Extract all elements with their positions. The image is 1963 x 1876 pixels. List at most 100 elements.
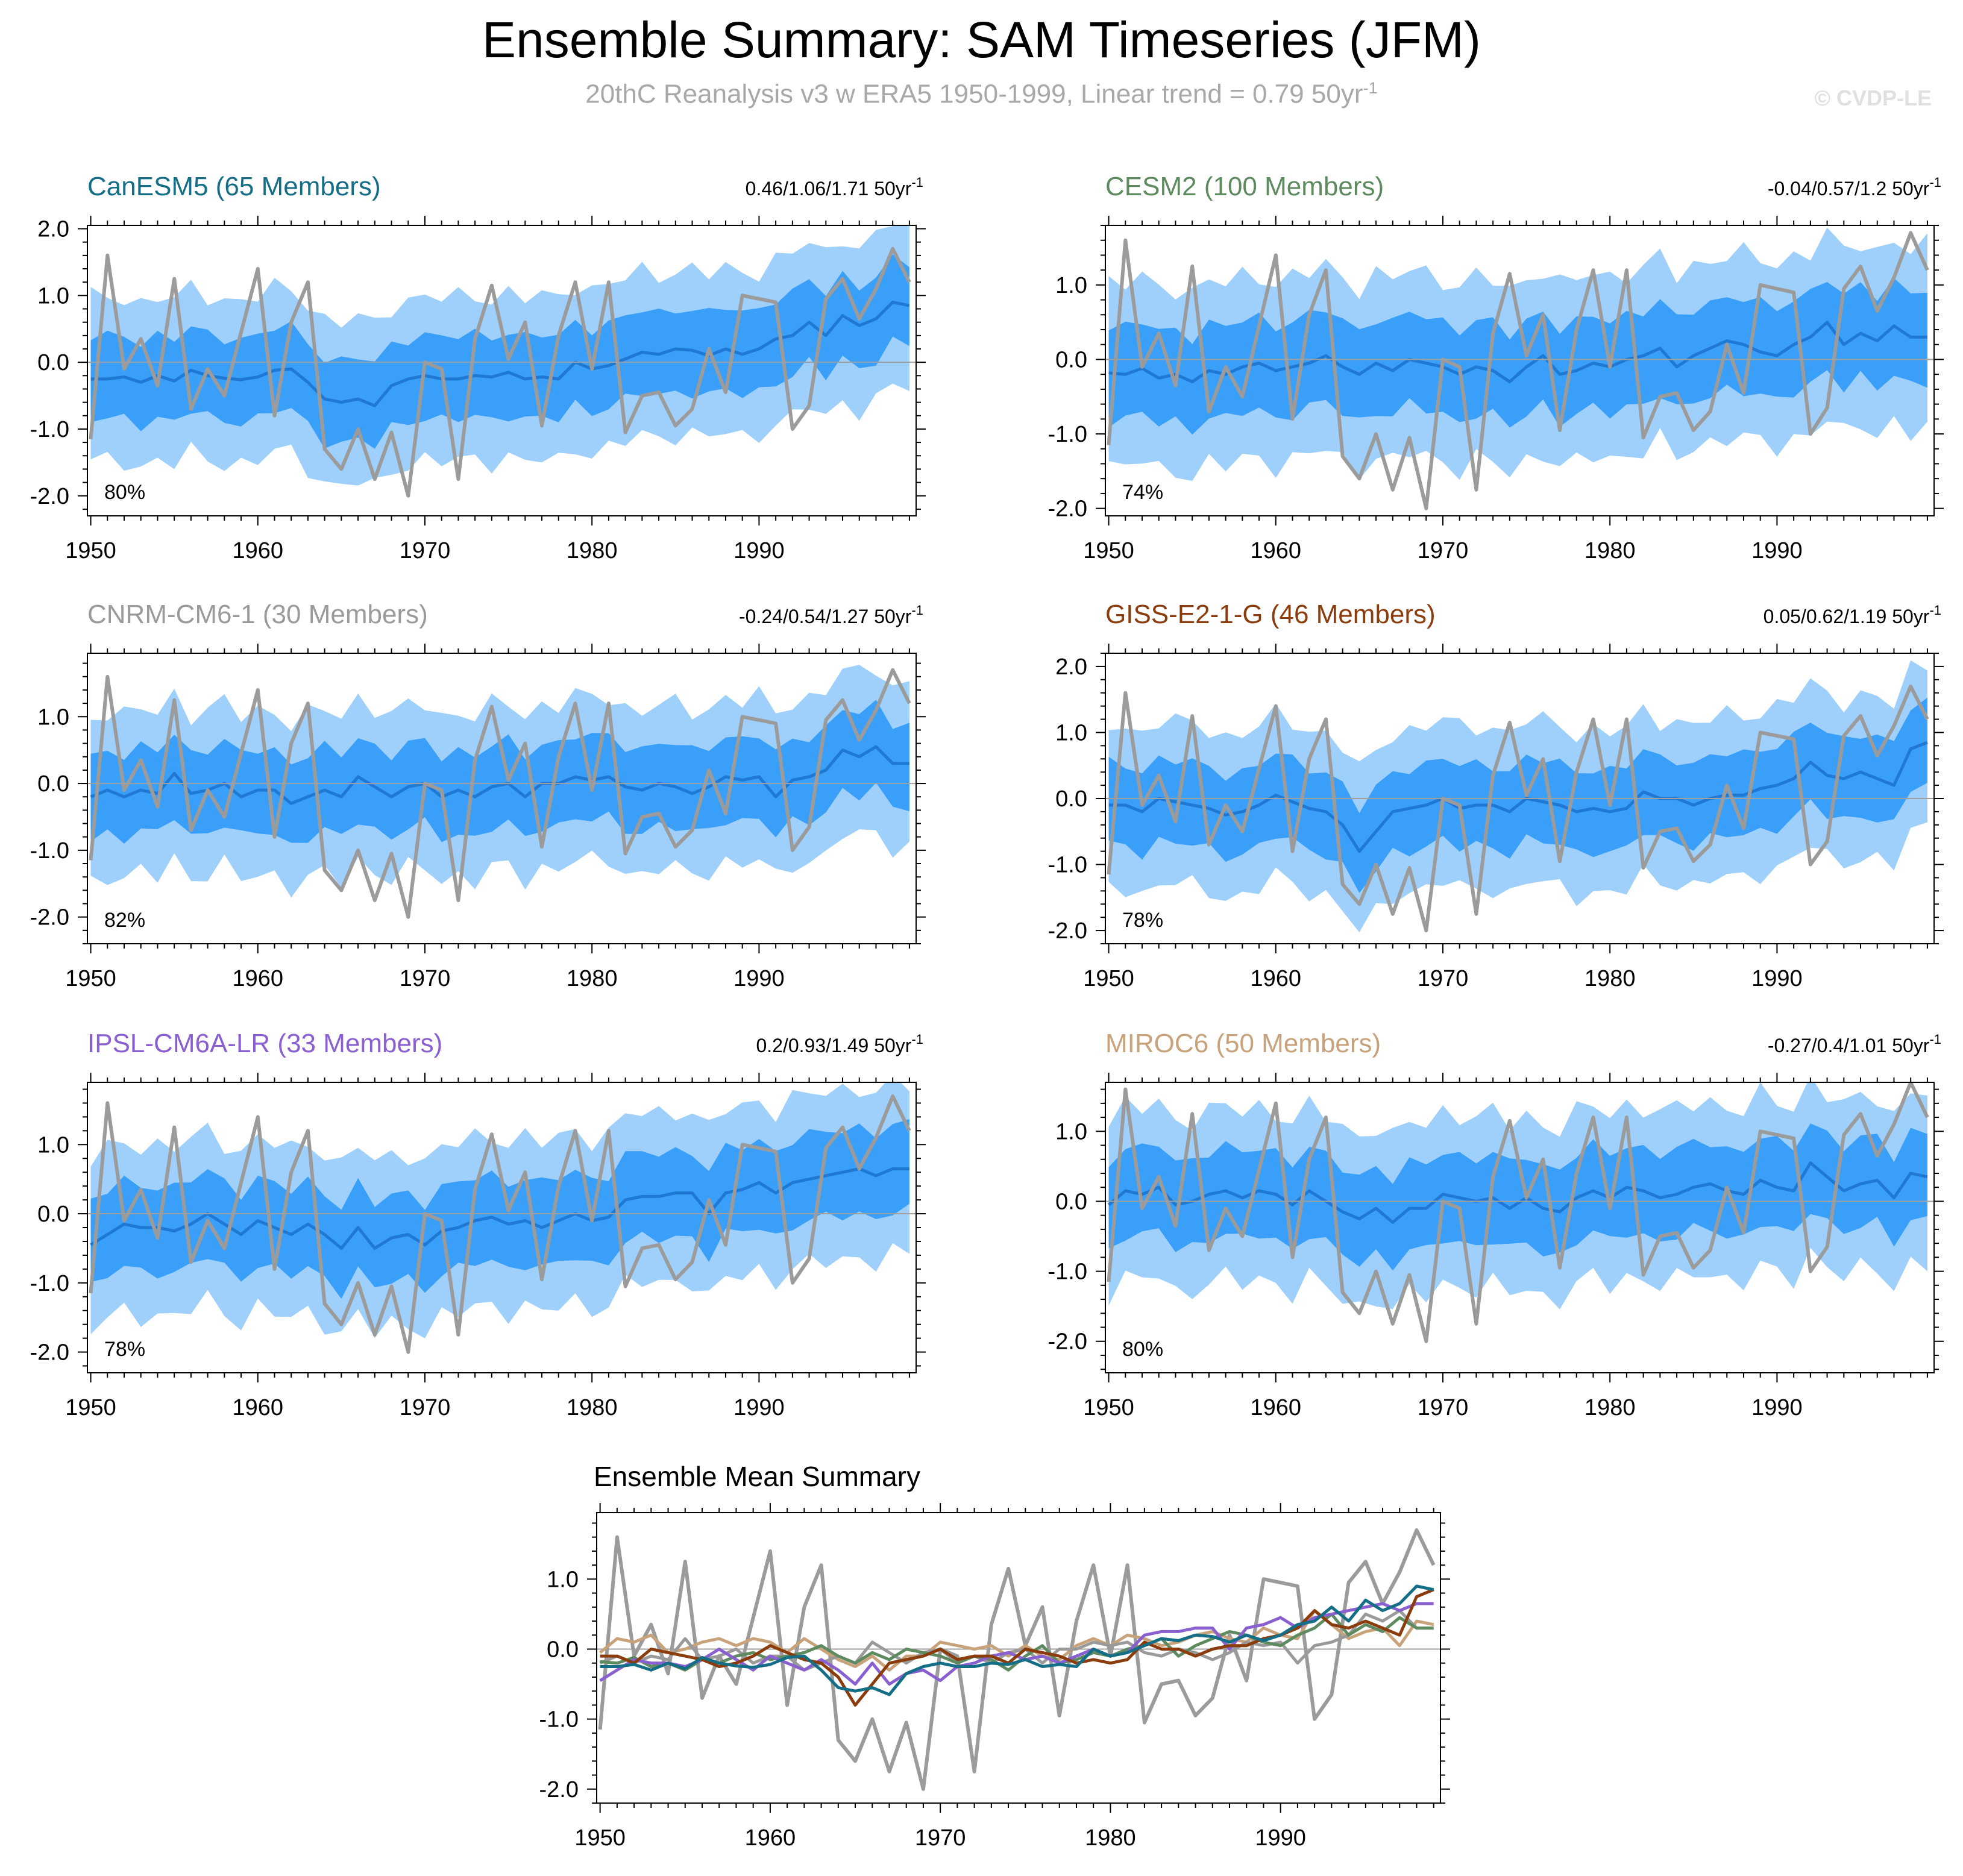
x-tick-label: 1950	[65, 966, 116, 991]
trend-superscript: -1	[1929, 603, 1941, 618]
plot-frame	[596, 1512, 1441, 1804]
x-tick-label: 1960	[1250, 1395, 1301, 1420]
y-tick-label: -2.0	[1048, 497, 1087, 522]
plot-frame	[1105, 1082, 1935, 1373]
plot-area	[89, 1082, 911, 1354]
panel-title: GISS-E2-1-G (46 Members)	[1105, 600, 1436, 629]
plot-frame	[1105, 225, 1935, 516]
y-tick-label: 0.0	[37, 350, 69, 375]
x-tick-label: 1990	[1751, 1395, 1803, 1420]
y-tick-label: -2.0	[539, 1777, 579, 1802]
y-tick-label: -1.0	[30, 1271, 69, 1296]
x-tick-label: 1980	[567, 538, 618, 563]
x-tick-label: 1990	[733, 538, 785, 563]
trend-superscript: -1	[911, 1032, 923, 1047]
x-tick-label: 1960	[1250, 538, 1301, 563]
y-tick-label: -1.0	[539, 1707, 579, 1733]
percent-label: 82%	[104, 909, 145, 932]
plot-frame	[87, 653, 917, 944]
y-tick-label: 0.0	[1055, 347, 1087, 372]
observed-line	[598, 1528, 1436, 1791]
y-tick-label: 1.0	[37, 704, 69, 730]
x-tick-label: 1970	[400, 966, 451, 991]
y-tick-label: -1.0	[1048, 1260, 1087, 1285]
plot-area	[1107, 227, 1929, 510]
observed-line	[89, 668, 911, 919]
trend-label: -0.24/0.54/1.27 50yr-1	[739, 603, 923, 627]
subtitle-superscript: -1	[1363, 78, 1378, 97]
panel-title: CESM2 (100 Members)	[1105, 172, 1384, 201]
y-tick-label: -2.0	[30, 905, 69, 930]
x-tick-label: 1970	[400, 538, 451, 563]
x-tick-label: 1950	[1083, 1395, 1134, 1420]
percent-label: 78%	[1122, 909, 1163, 932]
subtitle-text: 20thC Reanalysis v3 w ERA5 1950-1999, Li…	[585, 79, 1363, 109]
y-tick-label: 1.0	[37, 1132, 69, 1158]
percent-label: 80%	[1122, 1338, 1163, 1361]
summary-plot-area	[598, 1528, 1436, 1791]
summary-line-giss-e2-1-g	[600, 1588, 1434, 1707]
x-tick-label: 1990	[1255, 1825, 1306, 1851]
observed-line	[89, 1094, 911, 1354]
y-tick-label: -2.0	[30, 484, 69, 509]
trend-label: 0.2/0.93/1.49 50yr-1	[756, 1032, 923, 1056]
x-tick-label: 1970	[1418, 1395, 1469, 1420]
ensemble-mean-line	[1107, 1161, 1928, 1224]
trend-superscript: -1	[1929, 175, 1941, 190]
panel-canesm5: 1950 1960 1970 1980 1990 2.0 1.0 0.0 -1.0 -2.0 Can…	[30, 172, 926, 563]
x-tick-label: 1970	[1418, 538, 1469, 563]
x-tick-label: 1980	[567, 1395, 618, 1420]
x-tick-label: 1960	[232, 966, 283, 991]
ensemble-mean-line	[90, 1167, 909, 1250]
y-tick-label: 2.0	[37, 217, 69, 242]
inner-spread-band	[1108, 697, 1927, 893]
percent-label: 80%	[104, 481, 145, 504]
observed-line	[1107, 231, 1929, 510]
summary-line-canesm5	[600, 1584, 1434, 1696]
observed-line	[89, 246, 911, 498]
y-tick-label: 0.0	[1055, 786, 1087, 812]
x-tick-label: 1990	[1751, 966, 1803, 991]
inner-spread-band	[90, 1119, 909, 1299]
y-tick-label: -1.0	[1048, 853, 1087, 878]
observed-line	[1107, 684, 1929, 933]
copyright-watermark: © CVDP-LE	[1814, 86, 1932, 110]
y-tick-label: 1.0	[1055, 273, 1087, 298]
panel-ipsl-cm6a-lr: 1950 1960 1970 1980 1990 1.0 0.0 -1.0 -2.0 IPSL-C…	[30, 1029, 926, 1420]
x-tick-label: 1970	[915, 1825, 966, 1851]
x-tick-label: 1950	[574, 1825, 626, 1851]
y-tick-label: 1.0	[37, 283, 69, 309]
trend-label: -0.27/0.4/1.01 50yr-1	[1768, 1032, 1941, 1056]
inner-spread-band	[90, 700, 909, 844]
plot-area	[89, 225, 911, 498]
trend-label: -0.04/0.57/1.2 50yr-1	[1768, 175, 1941, 199]
plot-area	[1107, 1082, 1929, 1343]
x-tick-label: 1950	[1083, 538, 1134, 563]
plot-frame	[87, 225, 917, 516]
y-tick-label: 1.0	[1055, 1119, 1087, 1144]
plot-area	[1107, 660, 1929, 933]
x-tick-label: 1950	[65, 1395, 116, 1420]
y-tick-label: -2.0	[1048, 1329, 1087, 1355]
y-tick-label: -1.0	[30, 838, 69, 864]
y-tick-label: 0.0	[37, 771, 69, 797]
x-tick-label: 1960	[232, 538, 283, 563]
trend-label: 0.46/1.06/1.71 50yr-1	[746, 175, 923, 199]
inner-spread-band	[90, 254, 909, 449]
trend-superscript: -1	[911, 603, 923, 618]
y-tick-label: 0.0	[37, 1202, 69, 1227]
panel-ensemble-mean-summary: 1950 1960 1970 1980 1990 1.0 0.0 -1.0 -2.0 Ensemb…	[539, 1461, 1450, 1851]
x-tick-label: 1990	[733, 1395, 785, 1420]
panel-cesm2: 1950 1960 1970 1980 1990 1.0 0.0 -1.0 -2.0 CESM2 …	[1048, 172, 1944, 563]
y-tick-label: 0.0	[1055, 1189, 1087, 1214]
x-tick-label: 1980	[1085, 1825, 1136, 1851]
x-tick-label: 1950	[1083, 966, 1134, 991]
panel-giss-e2-1-g: 1950 1960 1970 1980 1990 2.0 1.0 0.0 -1.0 -2.0 GIS…	[1048, 600, 1944, 991]
observed-line	[1107, 1082, 1929, 1343]
x-tick-label: 1970	[1418, 966, 1469, 991]
inner-spread-band	[1108, 1123, 1927, 1271]
ensemble-mean-line	[1108, 321, 1927, 383]
ensemble-mean-line	[1108, 741, 1928, 853]
y-tick-label: 2.0	[1055, 654, 1087, 680]
